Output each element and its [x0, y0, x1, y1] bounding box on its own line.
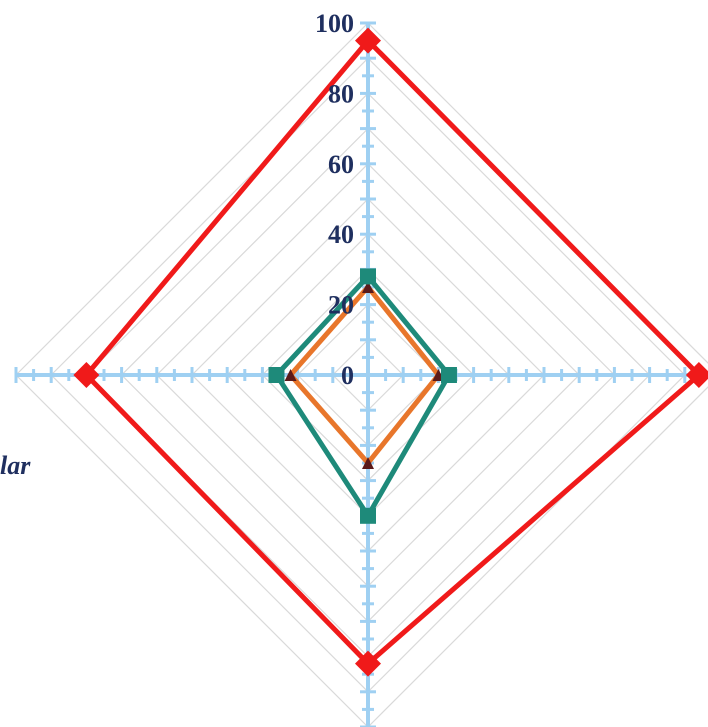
tick-label: 80: [328, 79, 354, 108]
data-point-diamond: [355, 650, 381, 677]
data-point-square: [440, 367, 457, 383]
data-point-diamond: [73, 362, 100, 388]
data-point-square: [268, 367, 285, 383]
data-point-triangle: [362, 281, 374, 293]
category-label: lar: [0, 451, 31, 480]
data-point-triangle: [362, 457, 374, 469]
tick-label: 40: [328, 220, 354, 249]
data-point-triangle: [284, 369, 297, 381]
tick-label: 20: [328, 291, 354, 320]
tick-label: 0: [341, 361, 354, 390]
data-point-diamond: [685, 362, 708, 388]
data-point-square: [360, 507, 376, 524]
data-point-square: [360, 268, 376, 285]
data-point-diamond: [355, 27, 381, 54]
gridline: [15, 22, 708, 727]
series-line-diamond: [83, 36, 703, 668]
tick-label: 100: [315, 9, 354, 38]
tick-label: 60: [328, 150, 354, 179]
